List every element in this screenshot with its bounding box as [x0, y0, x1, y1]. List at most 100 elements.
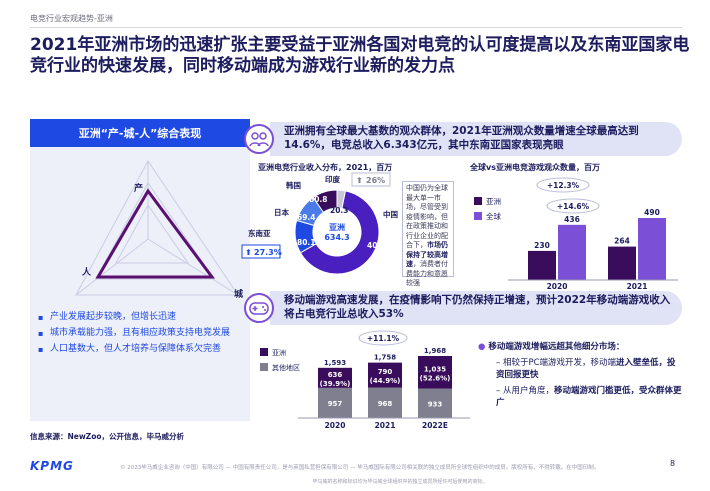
- legend-label-asia: 亚洲: [486, 197, 501, 206]
- mobile-bullet-sub: – 相较于PC端游戏开发，移动端进入壁垒低，投资回报更快: [496, 358, 676, 380]
- audience-chart-title: 全球vs亚洲电竞游戏观众数量，百万: [470, 163, 600, 172]
- copyright-text: © 2023毕马威企业咨询（中国）有限公司 — 中国有限责任公司，是与英国私营担…: [120, 465, 600, 471]
- left-bullet: 城市承载能力强，且有相应政策支持电竞发展: [38, 327, 248, 340]
- pie-label-india: 印度: [325, 174, 340, 184]
- kpmg-logo: KPMG: [30, 459, 74, 473]
- left-bullet: 产业发展起步较晚，但增长迅速: [38, 311, 248, 324]
- radar-label-ren: 人: [81, 266, 92, 278]
- pie-chart-title: 亚洲电竞行业收入分布，2021，百万: [258, 163, 393, 172]
- pie-value-china: 403.1: [367, 241, 391, 250]
- bar-value-label: 264: [614, 237, 630, 246]
- stack-bar-asia-2022E: [418, 356, 452, 389]
- radar-ring-3: [115, 204, 189, 264]
- stack-value-other: 957: [328, 400, 343, 408]
- mobile-revenue-chart: 957 636(39.9%) 1,593 2020 968 790(44.9%) 1,758…: [260, 330, 470, 430]
- stack-bar-other-2022E: [418, 388, 452, 418]
- china-note-text2: ，消费者付费能力和意愿较强: [406, 260, 448, 287]
- radar-axis: [75, 238, 149, 296]
- stack-value-asia: 790: [378, 368, 393, 376]
- radar-value-shape: [95, 188, 215, 279]
- pie-label-china: 中国: [383, 209, 398, 219]
- stack-bar-asia-2021: [368, 362, 402, 388]
- bar-value-label: 490: [644, 208, 660, 217]
- legend-swatch-other: [260, 363, 268, 371]
- stack-bar-other-2020: [318, 387, 352, 418]
- stack-total-label: 1,758: [374, 354, 396, 362]
- legend-label-other: 其他地区: [272, 363, 300, 372]
- x-tick-label: 2021: [627, 282, 648, 290]
- china-note: 中国仍为全球最大单一市场，尽管受到疫情影响，但在政策推动和行业企业的配合下，市场…: [402, 181, 454, 287]
- pie-center-value: 634.3: [324, 233, 349, 242]
- banner-audience-text: 亚洲拥有全球最大基数的观众群体，2021年亚洲观众数量增速全球最高达到14.6%…: [284, 125, 639, 151]
- bar-全球-2021: [638, 218, 666, 280]
- x-tick-label: 2020: [325, 421, 346, 430]
- bar-全球-2020: [558, 224, 586, 280]
- breadcrumb: 电竞行业宏观趋势-亚洲: [30, 14, 113, 23]
- banner-mobile-text: 移动端游戏高速发展，在疫情影响下仍然保持正增速，预计2022年移动端游戏收入将占…: [284, 294, 671, 320]
- pie-label-korea: 韩国: [286, 180, 301, 190]
- pie-center-label: 亚洲: [329, 223, 345, 232]
- bar-value-label: 230: [534, 241, 550, 250]
- asia-growth-pill: [546, 198, 600, 214]
- mobile-bullet-main: ● 移动端游戏增幅远超其他细分市场：: [478, 342, 625, 352]
- radar-label-cheng: 城: [234, 288, 243, 300]
- source-note: 信息来源：NewZoo，公开信息，毕马威分析: [30, 432, 185, 441]
- stack-bar-asia-2020: [318, 367, 352, 388]
- legend-swatch-asia: [474, 197, 482, 205]
- stack-total-label: 1,593: [324, 359, 346, 367]
- stack-value-asia: 636: [328, 371, 343, 379]
- pie-value-japan: 69.4: [297, 213, 316, 222]
- sea-growth-value: 27.3%: [254, 248, 282, 257]
- stack-share-asia: (39.9%): [320, 380, 351, 388]
- audience-icon: [244, 124, 274, 154]
- pie-label-sea: 东南亚: [248, 228, 271, 238]
- page-title: 2021年亚洲市场的迅速扩张主要受益于亚洲各国对电竞的认可度提高以及东南亚国家电…: [30, 35, 690, 76]
- x-tick-label: 2022E: [422, 421, 448, 430]
- radar-outer-ring: [75, 160, 239, 296]
- mobile-growth-pill: [358, 330, 408, 346]
- trademark-text: 毕马威的名称和标识均为毕马威全球组织中的独立成员所经许可后使用的商标。: [312, 479, 488, 485]
- left-panel: [30, 119, 250, 421]
- stack-share-asia: (44.9%): [370, 377, 401, 385]
- stack-share-asia: (52.6%): [420, 374, 451, 382]
- legend-swatch-global: [474, 212, 482, 220]
- china-note-text1: 中国仍为全球最大单一市场，尽管受到疫情影响，但在政策推动和行业企业的配合下，: [406, 184, 448, 249]
- global-growth-pill: [536, 177, 590, 193]
- banner-audience: [270, 122, 682, 156]
- asia-growth-value: +14.6%: [557, 202, 590, 211]
- bar-亚洲-2020: [528, 250, 556, 280]
- x-tick-label: 2020: [547, 282, 568, 290]
- legend-label-asia: 亚洲: [272, 349, 286, 357]
- bar-亚洲-2021: [608, 246, 636, 280]
- pie-growth-value: 26%: [366, 176, 385, 185]
- pie-value-korea: 60.8: [309, 195, 328, 204]
- left-panel-title: 亚洲“产-城-人”综合表现: [78, 127, 202, 140]
- stack-bar-other-2021: [368, 387, 402, 418]
- sea-growth-box: [241, 244, 281, 259]
- left-bullet: 人口基数大，但人才培养与保障体系欠完善: [38, 343, 248, 356]
- stack-value-other: 933: [428, 400, 443, 408]
- x-tick-label: 2021: [375, 421, 396, 430]
- pie-value-sea: 80.1: [297, 238, 316, 247]
- stack-value-other: 968: [378, 400, 393, 408]
- mobile-growth-value: +11.1%: [367, 334, 400, 343]
- left-panel-title-bar: [30, 119, 250, 147]
- banner-mobile: [270, 291, 682, 325]
- sea-growth-arrow: ⬆: [245, 248, 252, 257]
- revenue-pie-chart: 亚洲 634.3 403.1 80.1 69.4 60.8 20.3 中国 东南…: [241, 172, 398, 275]
- legend-swatch-asia: [260, 348, 268, 356]
- pie-hole: [313, 208, 361, 256]
- pie-label-japan: 日本: [274, 207, 289, 217]
- radar-label-chan: 产: [134, 182, 143, 194]
- radar-ring-2: [95, 182, 215, 280]
- top-divider: [30, 27, 682, 28]
- radar-chart: 产 人 城: [75, 160, 243, 300]
- legend-label-global: 全球: [486, 211, 501, 221]
- stack-value-asia: 1,035: [424, 365, 446, 373]
- pie-growth-arrow: ⬆: [356, 176, 363, 185]
- audience-bar-chart: 230 436 2020 264 490 2021 亚洲 全球 +12.3% +14.6%: [474, 177, 678, 290]
- pie-value-india: 20.3: [330, 206, 349, 215]
- pie-growth-box: [351, 172, 391, 187]
- global-growth-value: +12.3%: [547, 181, 580, 190]
- left-bullet-list: 产业发展起步较晚，但增长迅速 城市承载能力强，且有相应政策支持电竞发展 人口基数…: [38, 311, 248, 359]
